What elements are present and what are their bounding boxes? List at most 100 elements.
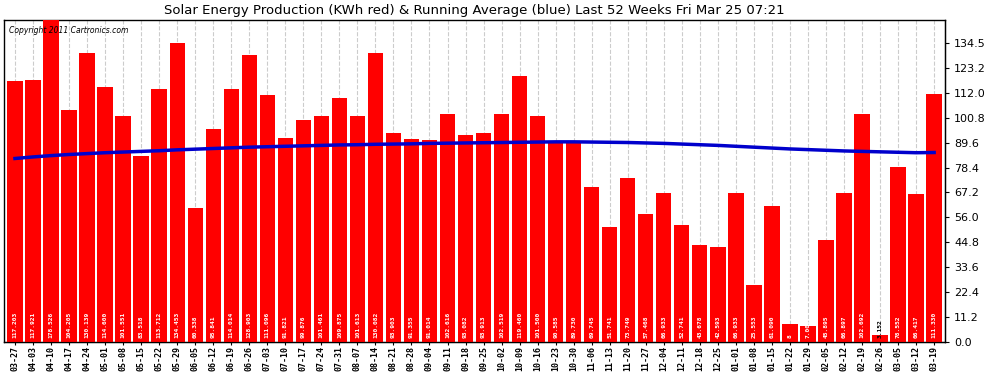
Bar xyxy=(151,89,167,342)
Bar xyxy=(169,43,185,342)
Text: 113.712: 113.712 xyxy=(156,312,161,338)
Text: 102.519: 102.519 xyxy=(499,312,504,338)
Text: 99.876: 99.876 xyxy=(301,316,306,338)
Text: 61.090: 61.090 xyxy=(769,316,774,338)
Text: 101.613: 101.613 xyxy=(354,312,360,338)
Bar xyxy=(602,227,618,342)
Text: 102.616: 102.616 xyxy=(446,312,450,338)
Text: 83.518: 83.518 xyxy=(139,316,144,338)
Bar xyxy=(746,285,761,342)
Bar xyxy=(819,240,834,342)
Bar xyxy=(224,88,239,342)
Bar xyxy=(890,167,906,342)
Text: 60.338: 60.338 xyxy=(193,316,198,338)
Bar xyxy=(530,116,545,342)
Bar xyxy=(440,114,455,342)
Text: 45.895: 45.895 xyxy=(824,316,829,338)
Bar xyxy=(692,245,708,342)
Bar xyxy=(26,80,41,342)
Text: 57.468: 57.468 xyxy=(644,316,648,338)
Text: 93.082: 93.082 xyxy=(463,316,468,338)
Text: 7.009: 7.009 xyxy=(806,320,811,338)
Text: 119.460: 119.460 xyxy=(517,312,522,338)
Text: 111.096: 111.096 xyxy=(264,312,270,338)
Bar xyxy=(44,0,58,342)
Bar xyxy=(61,110,76,342)
Bar xyxy=(277,138,293,342)
Text: 178.526: 178.526 xyxy=(49,312,53,338)
Text: 43.678: 43.678 xyxy=(697,316,702,338)
Bar xyxy=(332,98,347,342)
Bar xyxy=(97,87,113,342)
Text: Copyright 2011 Cartronics.com: Copyright 2011 Cartronics.com xyxy=(9,26,129,35)
Bar xyxy=(349,116,365,342)
Text: 8: 8 xyxy=(787,334,792,338)
Text: 73.749: 73.749 xyxy=(626,316,631,338)
Text: 93.903: 93.903 xyxy=(391,316,396,338)
Bar xyxy=(909,194,924,342)
Text: 90.585: 90.585 xyxy=(553,316,558,338)
Bar xyxy=(242,56,257,342)
Text: 25.553: 25.553 xyxy=(751,316,756,338)
Text: 51.741: 51.741 xyxy=(607,316,612,338)
Bar xyxy=(494,114,509,342)
Bar xyxy=(782,324,798,342)
Text: 101.551: 101.551 xyxy=(121,312,126,338)
Text: 128.903: 128.903 xyxy=(247,312,251,338)
Bar xyxy=(548,141,563,342)
Text: 52.741: 52.741 xyxy=(679,316,684,338)
Bar xyxy=(458,135,473,342)
Text: 117.203: 117.203 xyxy=(13,312,18,338)
Bar xyxy=(386,133,401,342)
Bar xyxy=(134,156,148,342)
Text: 66.933: 66.933 xyxy=(661,316,666,338)
Bar xyxy=(187,208,203,342)
Text: 66.933: 66.933 xyxy=(734,316,739,338)
Text: 95.841: 95.841 xyxy=(211,316,216,338)
Text: 93.913: 93.913 xyxy=(481,316,486,338)
Bar xyxy=(79,53,95,342)
Bar xyxy=(259,95,275,342)
Text: 130.082: 130.082 xyxy=(373,312,378,338)
Bar xyxy=(404,139,419,342)
Bar xyxy=(639,214,653,342)
Bar xyxy=(710,247,726,342)
Text: 114.014: 114.014 xyxy=(229,312,234,338)
Title: Solar Energy Production (KWh red) & Running Average (blue) Last 52 Weeks Fri Mar: Solar Energy Production (KWh red) & Runn… xyxy=(164,4,785,17)
Bar xyxy=(422,140,438,342)
Text: 134.453: 134.453 xyxy=(174,312,179,338)
Text: 91.355: 91.355 xyxy=(409,316,414,338)
Bar xyxy=(7,81,23,342)
Text: 3.152: 3.152 xyxy=(877,320,882,338)
Text: 91.014: 91.014 xyxy=(427,316,432,338)
Bar xyxy=(800,326,816,342)
Bar xyxy=(476,133,491,342)
Bar xyxy=(116,116,131,342)
Bar xyxy=(620,178,636,342)
Bar xyxy=(837,193,851,342)
Bar xyxy=(584,187,599,342)
Text: 130.139: 130.139 xyxy=(84,312,89,338)
Bar xyxy=(314,116,329,342)
Bar xyxy=(656,193,671,342)
Text: 104.205: 104.205 xyxy=(66,312,71,338)
Text: 66.417: 66.417 xyxy=(914,316,919,338)
Bar xyxy=(367,53,383,342)
Bar xyxy=(854,114,869,342)
Text: 114.600: 114.600 xyxy=(103,312,108,338)
Text: 109.875: 109.875 xyxy=(337,312,342,338)
Text: 102.692: 102.692 xyxy=(859,312,864,338)
Text: 101.461: 101.461 xyxy=(319,312,324,338)
Text: 69.745: 69.745 xyxy=(589,316,594,338)
Text: 66.897: 66.897 xyxy=(842,316,846,338)
Bar xyxy=(296,120,311,342)
Text: 42.593: 42.593 xyxy=(716,316,721,338)
Text: 89.730: 89.730 xyxy=(571,316,576,338)
Bar xyxy=(566,142,581,342)
Bar xyxy=(512,76,528,342)
Text: 91.821: 91.821 xyxy=(283,316,288,338)
Text: 101.500: 101.500 xyxy=(536,312,541,338)
Bar xyxy=(927,94,941,342)
Text: 111.330: 111.330 xyxy=(932,312,937,338)
Bar xyxy=(729,193,743,342)
